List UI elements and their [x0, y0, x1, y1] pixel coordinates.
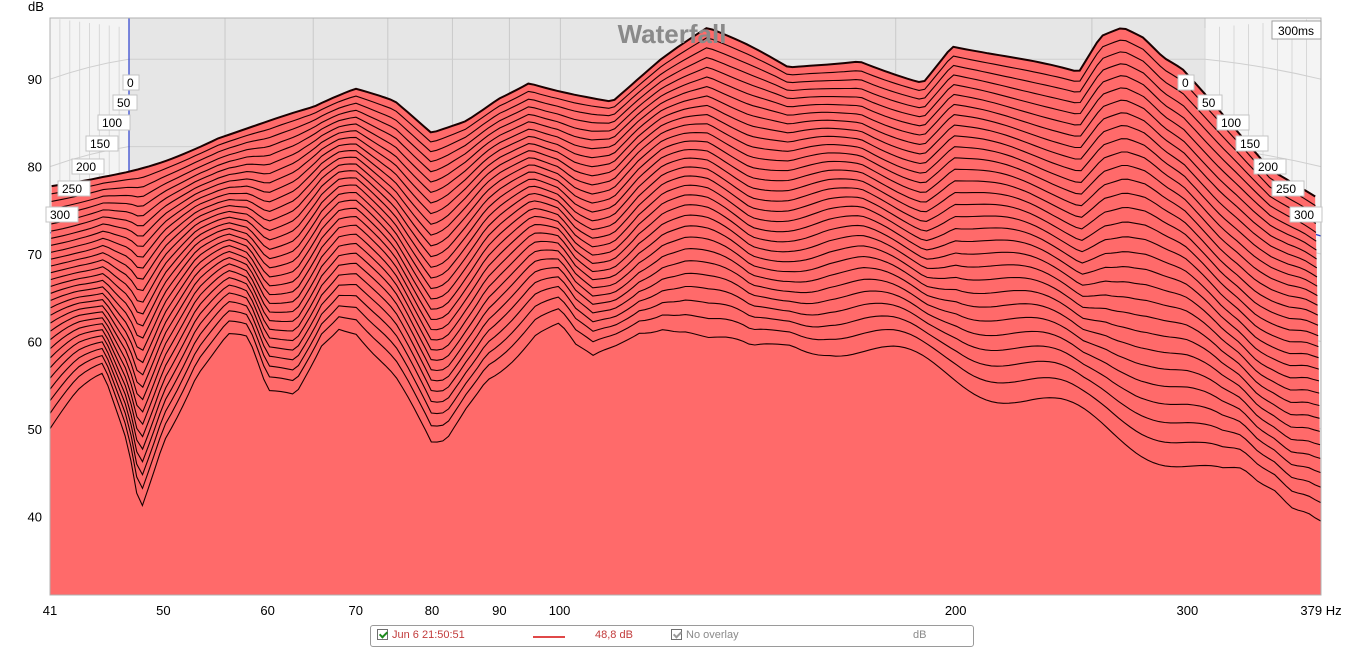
- measurement-value: 48,8 dB: [595, 629, 633, 641]
- x-tick-label: 70: [348, 603, 362, 618]
- overlay-entry[interactable]: No overlay: [671, 629, 739, 641]
- slice-line-24: [51, 76, 1317, 242]
- time-tick-left-label: 150: [90, 137, 110, 151]
- time-tick-right-box: [1197, 94, 1223, 111]
- time-tick-right-box: [1271, 180, 1305, 197]
- x-tick-label: 379 Hz: [1300, 603, 1341, 618]
- slice-line-27: [51, 47, 1316, 216]
- x-tick-label: 200: [945, 603, 967, 618]
- time-tick-right-box: [1216, 114, 1250, 131]
- chart-title: Waterfall: [618, 19, 727, 49]
- time-tick-right-box: [1177, 74, 1195, 91]
- time-tick-right-label: 250: [1276, 182, 1296, 196]
- slice-line-25: [51, 66, 1317, 233]
- time-tick-left-box: [45, 206, 79, 223]
- time-tick-left-box: [85, 135, 119, 152]
- overlay-checkbox[interactable]: [671, 629, 682, 640]
- slice-line-22: [51, 95, 1317, 260]
- slice-line-11: [50, 194, 1319, 370]
- time-tick-right-label: 50: [1202, 96, 1216, 110]
- time-tick-right-label: 100: [1221, 116, 1241, 130]
- time-tick-right-label: 0: [1182, 76, 1189, 90]
- slice-line-3: [49, 285, 1321, 474]
- slice-line-21: [50, 104, 1318, 269]
- slice-line-6: [49, 248, 1320, 432]
- y-tick-label: 70: [28, 247, 42, 262]
- slice-line-5: [49, 260, 1321, 446]
- time-tick-right-box: [1235, 135, 1269, 152]
- time-tick-left-label: 200: [76, 160, 96, 174]
- time-tick-left-box: [112, 94, 138, 111]
- grid-y-5: [49, 58, 1322, 80]
- x-tick-label: 300: [1177, 603, 1199, 618]
- time-tick-right-box: [1289, 206, 1323, 223]
- slice-line-14: [50, 166, 1319, 337]
- slice-line-29: [51, 27, 1316, 198]
- y-tick-label: 60: [28, 334, 42, 349]
- x-tick-label: 80: [425, 603, 439, 618]
- time-tick-left-box: [71, 158, 105, 175]
- time-tick-left-label: 300: [50, 208, 70, 222]
- slice-line-0: [49, 322, 1322, 522]
- slice-line-4: [49, 272, 1321, 459]
- slice-line-26: [51, 57, 1317, 224]
- y-tick-label: 40: [28, 509, 42, 524]
- time-tick-left-label: 0: [127, 76, 134, 90]
- measurement-date: Jun 6 21:50:51: [392, 629, 465, 641]
- time-tick-left-box: [97, 114, 131, 131]
- y-tick-label: 50: [28, 422, 42, 437]
- y-tick-label: 90: [28, 72, 42, 87]
- time-tick-left-box: [57, 180, 91, 197]
- x-tick-label: 50: [156, 603, 170, 618]
- time-tick-left-box: [122, 74, 140, 91]
- slice-line-18: [50, 132, 1318, 297]
- slice-line-17: [50, 140, 1318, 306]
- time-tick-left-label: 50: [117, 96, 131, 110]
- y-axis-label: dB: [28, 0, 44, 14]
- slice-line-19: [50, 123, 1318, 287]
- slice-fill-0: [50, 323, 1321, 595]
- x-tick-label: 60: [260, 603, 274, 618]
- slice-line-15: [50, 157, 1319, 326]
- measurement-entry[interactable]: Jun 6 21:50:51: [377, 629, 465, 641]
- legend-bar: Jun 6 21:50:51 48,8 dB No overlay dB: [370, 625, 974, 647]
- y-tick-label: 80: [28, 160, 42, 175]
- time-tick-right-box: [1253, 158, 1287, 175]
- measurement-checkbox[interactable]: [377, 629, 388, 640]
- time-tick-right-label: 150: [1240, 137, 1260, 151]
- slice-line-13: [50, 175, 1319, 348]
- time-axis-label: 300ms: [1278, 24, 1314, 38]
- slice-line-23: [51, 86, 1317, 251]
- time-tick-left-label: 250: [62, 182, 82, 196]
- slice-line-12: [50, 184, 1319, 359]
- time-tick-right-label: 300: [1294, 208, 1314, 222]
- slice-line-10: [50, 204, 1320, 382]
- time-axis-box: [1271, 20, 1322, 40]
- slice-line-28: [51, 37, 1316, 207]
- time-tick-right-label: 200: [1258, 160, 1278, 174]
- slice-line-16: [50, 148, 1319, 316]
- plot-frame: [49, 17, 1322, 596]
- time-tick-left-label: 100: [102, 116, 122, 130]
- slice-line-8: [50, 225, 1320, 407]
- slice-line-20: [50, 114, 1318, 278]
- overlay-unit: dB: [913, 629, 927, 641]
- x-tick-label: 41: [43, 603, 57, 618]
- measurement-color-swatch: [533, 636, 565, 638]
- x-tick-label: 90: [492, 603, 506, 618]
- slice-line-2: [49, 296, 1321, 488]
- slice-line-9: [50, 214, 1320, 394]
- slice-line-1: [49, 308, 1322, 504]
- slice-line-7: [50, 236, 1320, 419]
- overlay-label: No overlay: [686, 629, 739, 641]
- x-tick-label: 100: [549, 603, 571, 618]
